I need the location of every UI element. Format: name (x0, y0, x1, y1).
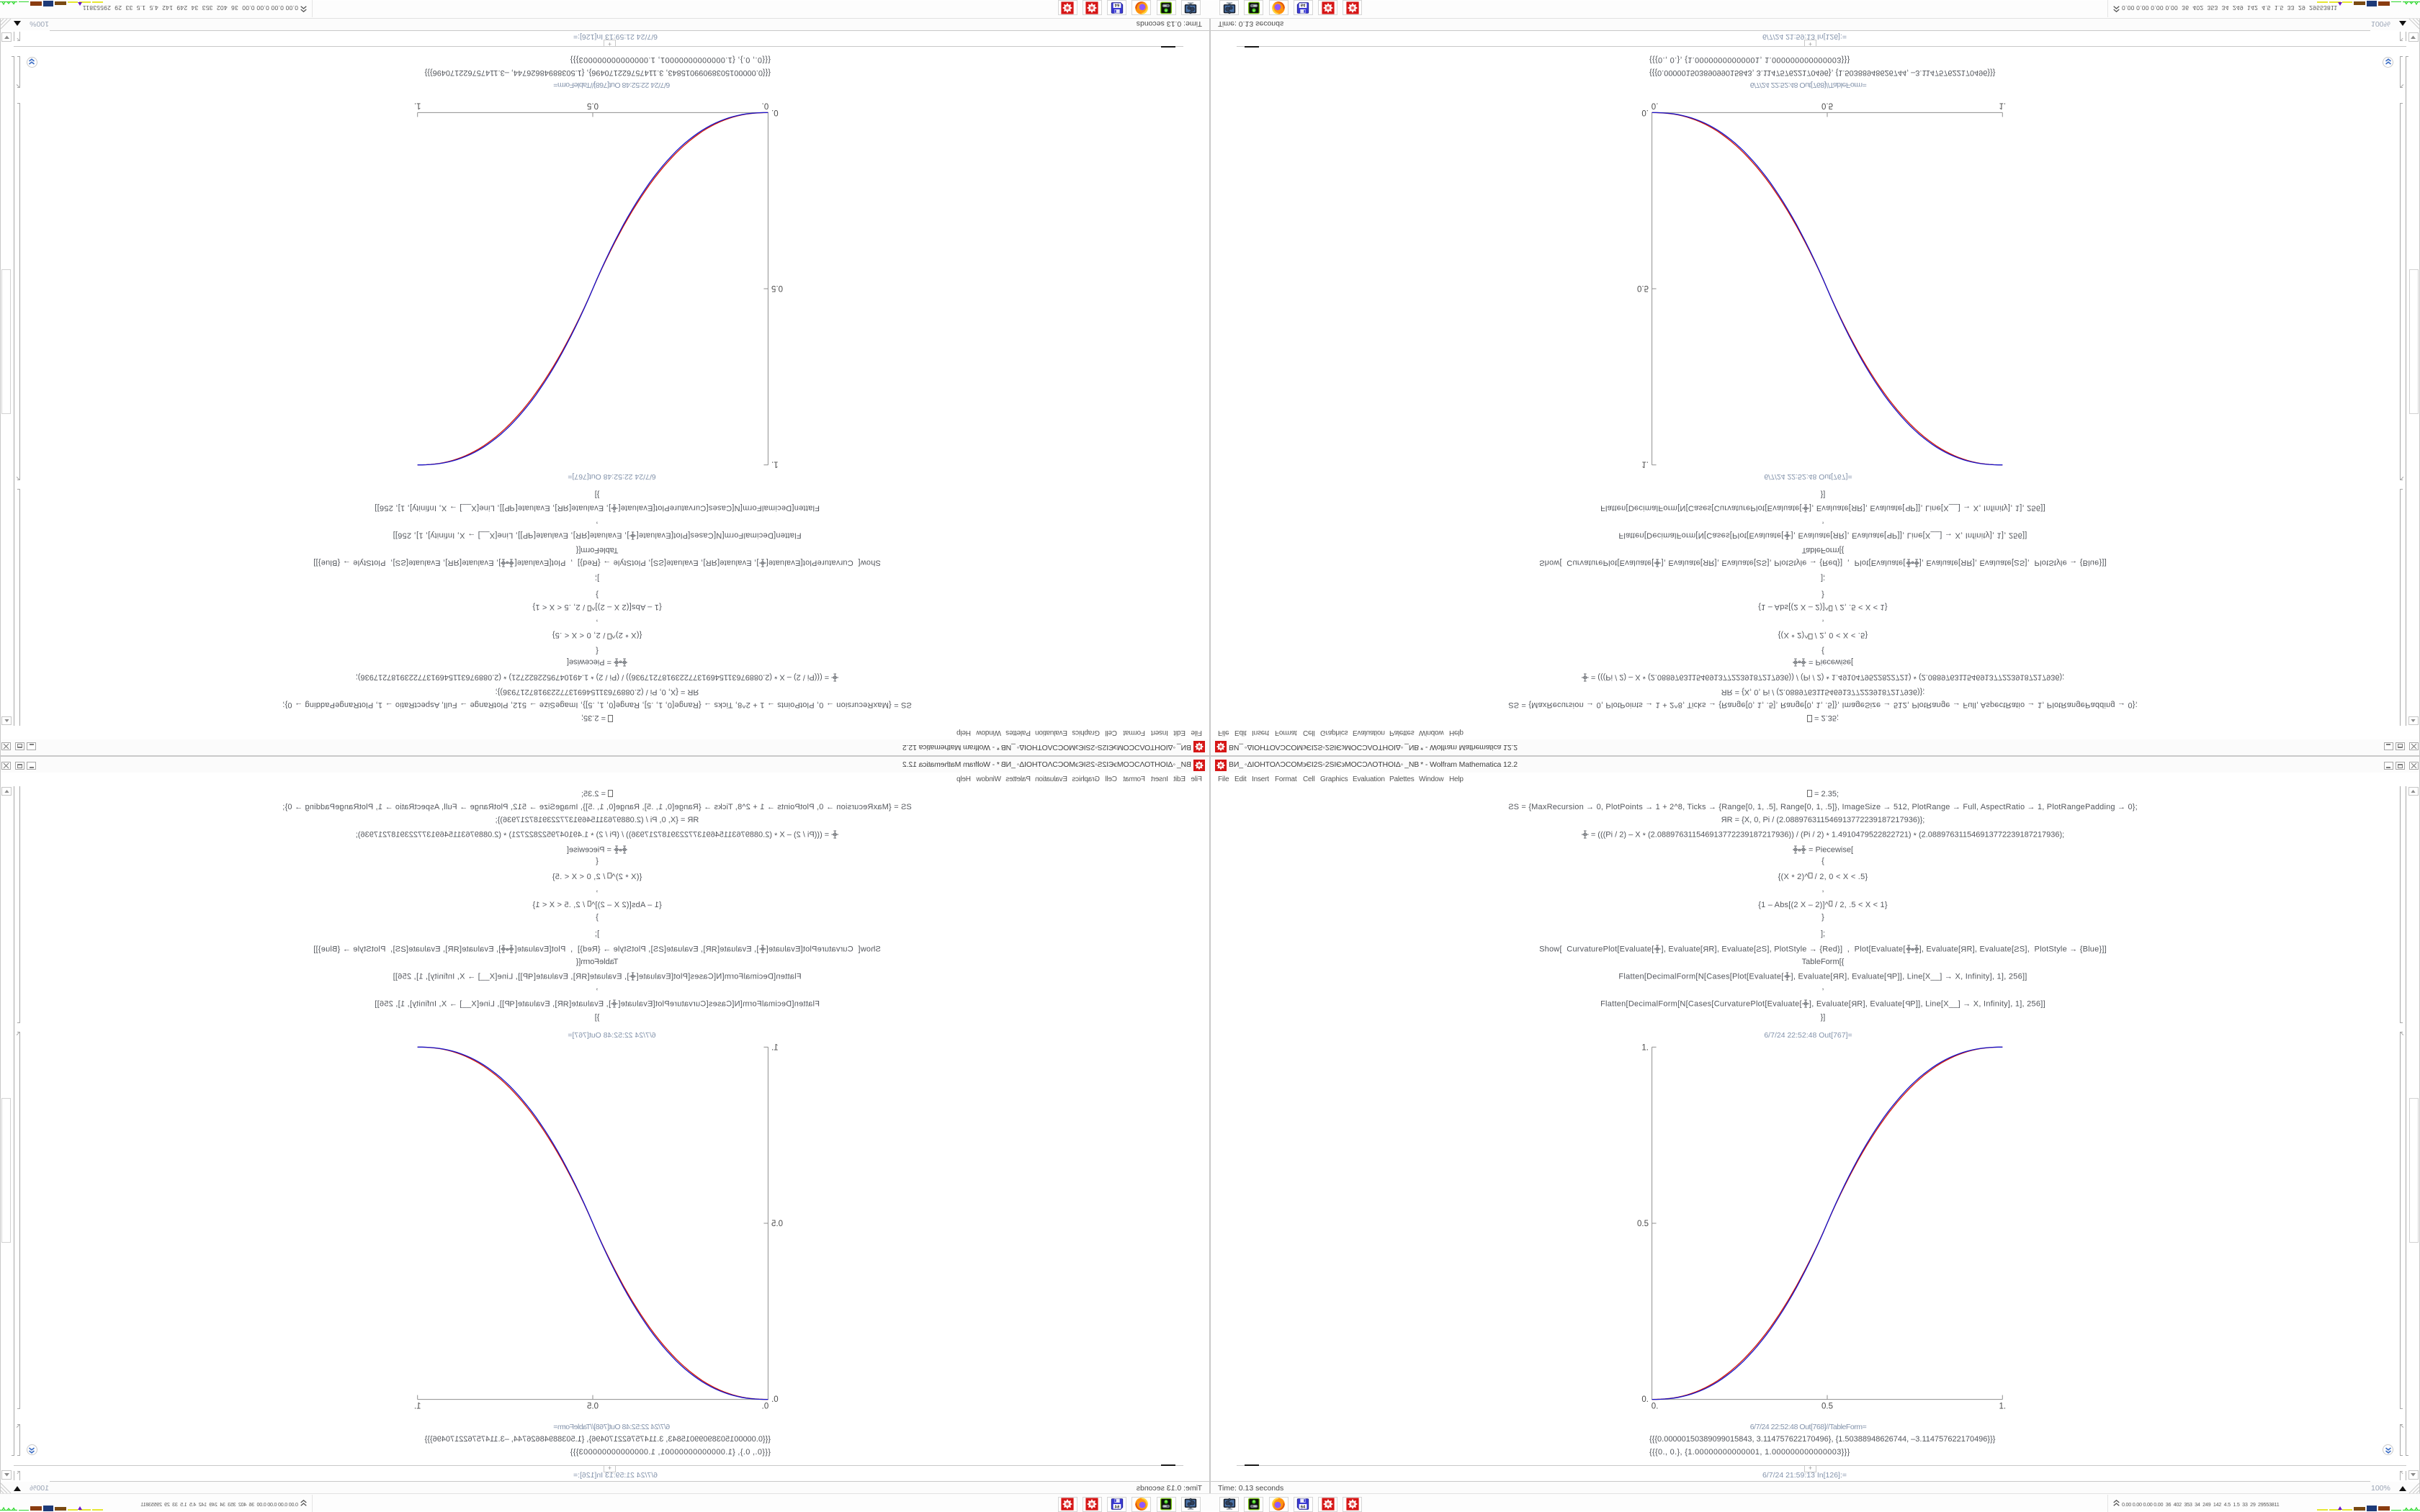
svg-text:1.: 1. (414, 1403, 421, 1411)
svg-text:1.: 1. (1999, 101, 2007, 109)
svg-text:0.5: 0.5 (587, 1403, 599, 1411)
svg-text:0.: 0. (762, 101, 769, 109)
svg-text:1.: 1. (771, 1044, 779, 1053)
svg-text:1.: 1. (1999, 1403, 2007, 1411)
svg-text:0.5: 0.5 (1637, 1220, 1649, 1228)
svg-text:64: 64 (1301, 3, 1306, 7)
svg-text:0.5: 0.5 (1821, 101, 1833, 109)
svg-text:1.: 1. (1641, 460, 1649, 469)
svg-text:1.: 1. (1641, 1044, 1649, 1053)
svg-text:1.: 1. (414, 101, 421, 109)
svg-text:0.5: 0.5 (771, 284, 783, 292)
svg-text:64: 64 (1114, 3, 1119, 7)
svg-text:1.: 1. (771, 460, 779, 469)
svg-text:0.5: 0.5 (587, 101, 599, 109)
svg-text:0.5: 0.5 (1637, 284, 1649, 292)
svg-text:64: 64 (1301, 1505, 1306, 1509)
svg-text:0.: 0. (1652, 1403, 1659, 1411)
svg-text:0.5: 0.5 (1821, 1403, 1833, 1411)
svg-text:0.: 0. (1641, 1395, 1649, 1404)
svg-text:0.: 0. (762, 1403, 769, 1411)
svg-text:0.: 0. (1641, 108, 1649, 117)
svg-text:0.: 0. (1652, 101, 1659, 109)
svg-text:0.5: 0.5 (771, 1220, 783, 1228)
svg-text:0.: 0. (771, 1395, 779, 1404)
svg-text:64: 64 (1114, 1505, 1119, 1509)
svg-text:0.: 0. (771, 108, 779, 117)
